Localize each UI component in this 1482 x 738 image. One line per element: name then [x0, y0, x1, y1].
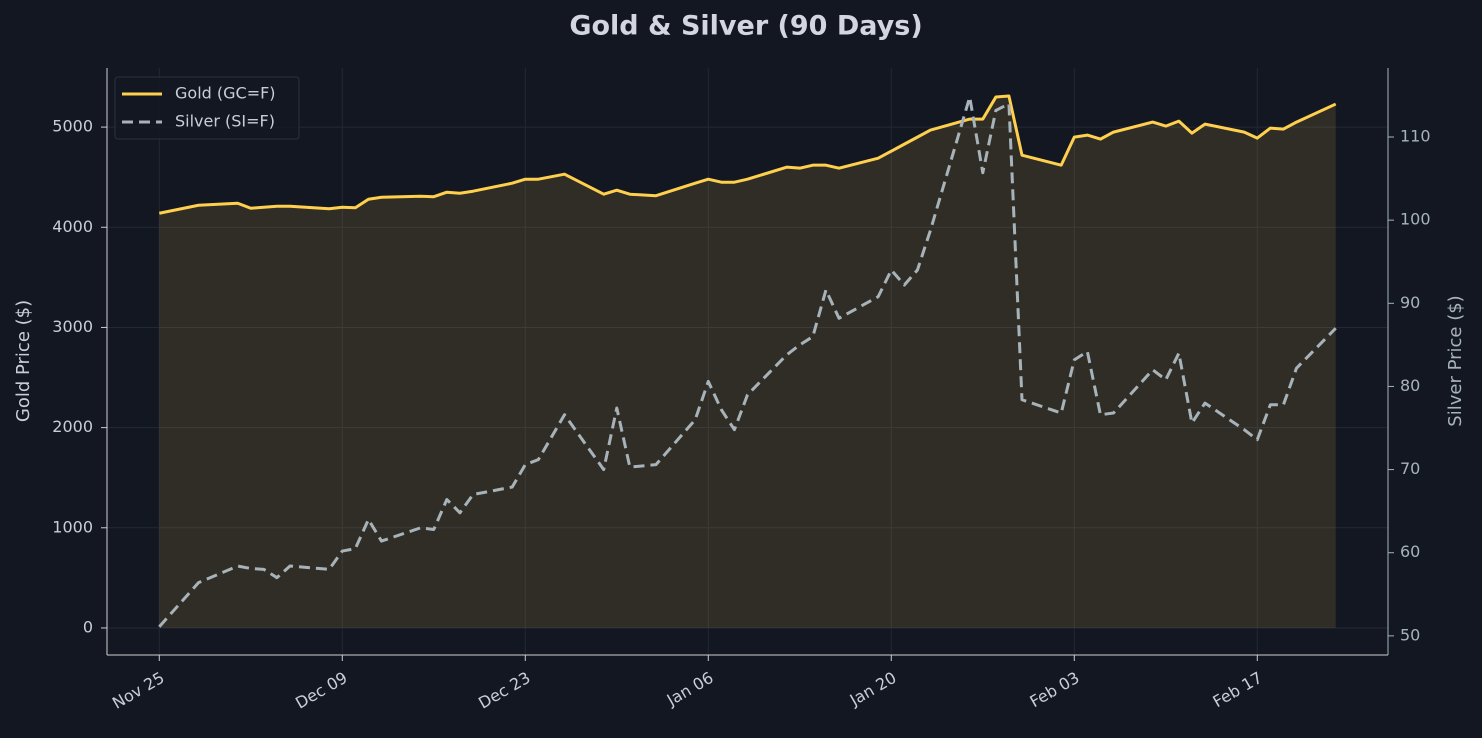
- y-tick-label: 1000: [52, 517, 93, 536]
- y2-tick-label: 100: [1400, 210, 1431, 229]
- series-line: [158, 94, 1337, 215]
- y2-tick-label: 70: [1400, 459, 1420, 478]
- y2-axis-label: Silver Price ($): [1445, 295, 1466, 426]
- chart-title: Gold & Silver (90 Days): [569, 11, 922, 42]
- y-tick-label: 2000: [52, 417, 93, 436]
- legend-label: Gold (GC=F): [175, 84, 276, 103]
- y2-tick-label: 80: [1400, 376, 1420, 395]
- y-tick-label: 5000: [52, 117, 93, 136]
- y2-tick-label: 110: [1400, 127, 1431, 146]
- y-tick-label: 3000: [52, 317, 93, 336]
- y-axis-label: Gold Price ($): [13, 300, 34, 422]
- y2-tick-label: 50: [1400, 625, 1420, 644]
- y2-tick-label: 60: [1400, 542, 1420, 561]
- y-tick-label: 4000: [52, 217, 93, 236]
- legend-label: Silver (SI=F): [175, 112, 275, 131]
- y2-tick-label: 90: [1400, 293, 1420, 312]
- area-fill: [159, 96, 1336, 628]
- y-tick-label: 0: [83, 617, 93, 636]
